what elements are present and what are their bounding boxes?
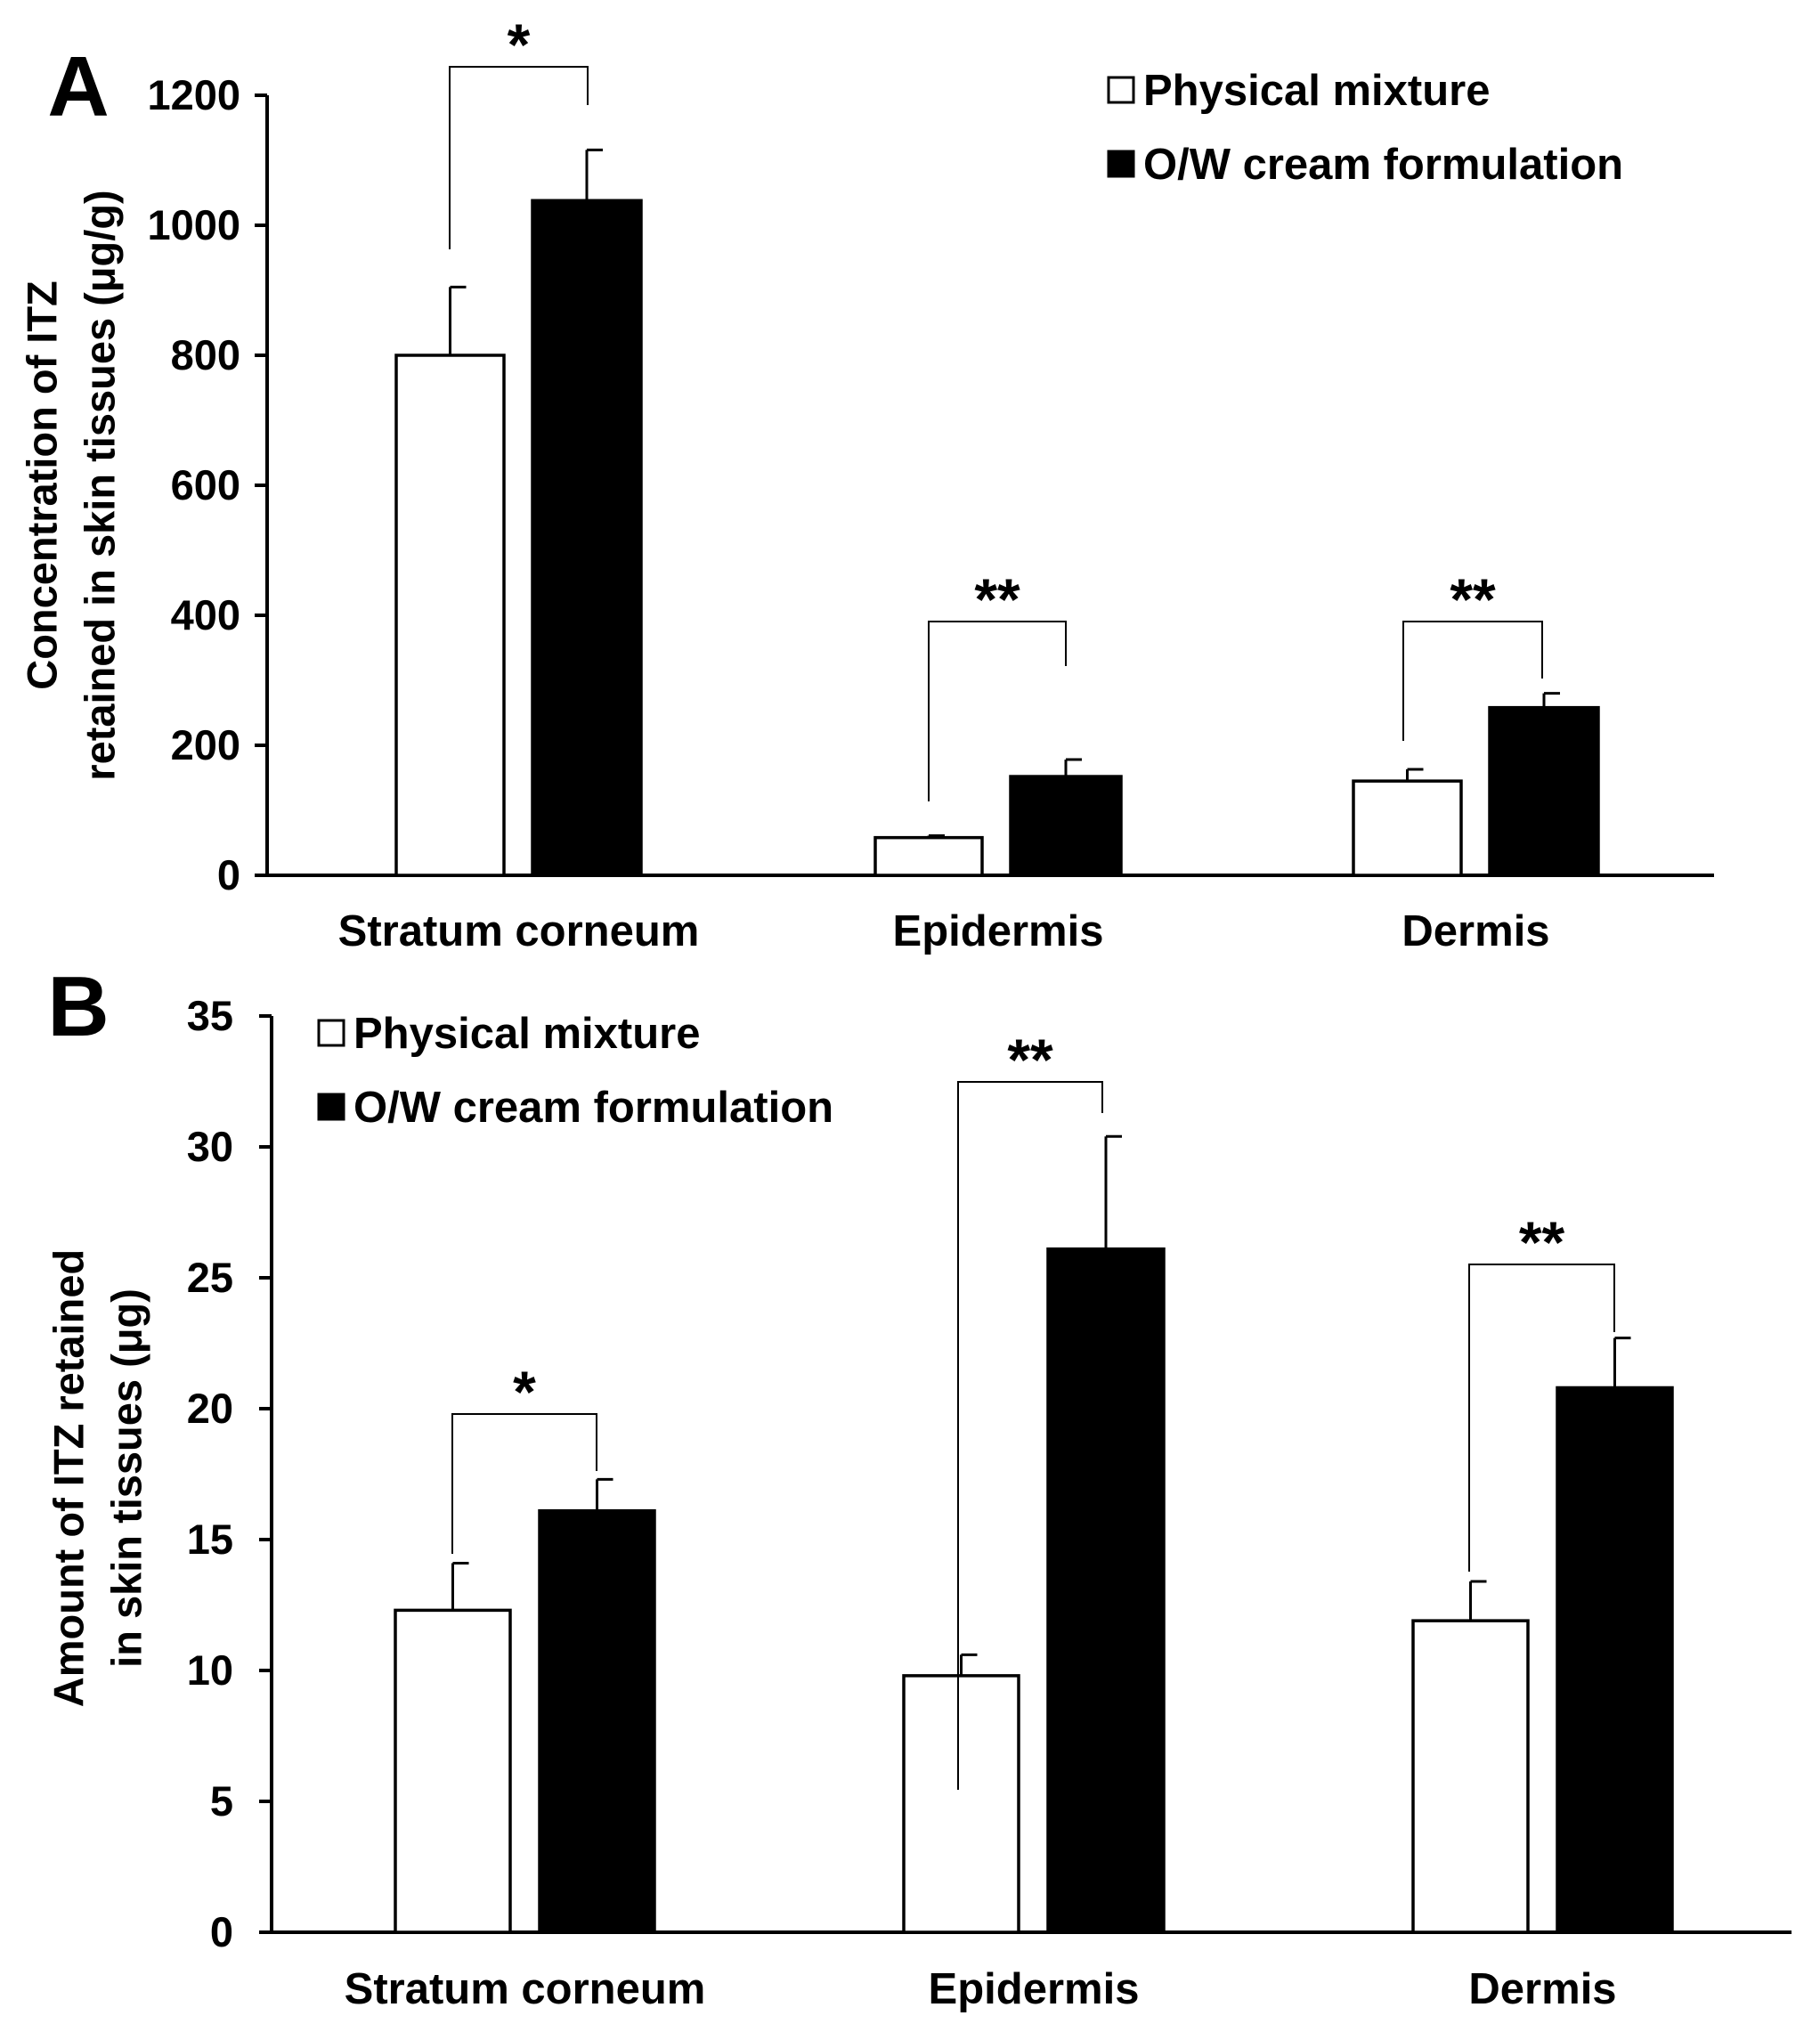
y-tick-label: 800 xyxy=(171,331,240,378)
y-tick-label: 400 xyxy=(171,591,240,638)
legend-label: Physical mixture xyxy=(1143,67,1490,115)
significance-bracket xyxy=(449,66,589,249)
significance-marker: ** xyxy=(1007,1027,1053,1093)
significance-bracket xyxy=(957,1081,1103,1790)
y-tick-label: 25 xyxy=(187,1254,233,1301)
panel-label: B xyxy=(47,959,109,1054)
y-tick-label: 1000 xyxy=(147,201,240,248)
x-category-label: Stratum corneum xyxy=(345,1965,706,2013)
bar-physical-mixture-stratum-corneum xyxy=(394,354,506,877)
legend-swatch-ow-cream xyxy=(1107,150,1135,178)
bar-physical-mixture-epidermis xyxy=(902,1674,1020,1934)
y-tick-label: 15 xyxy=(187,1516,233,1563)
significance-marker: ** xyxy=(1450,566,1496,632)
y-tick-label: 1200 xyxy=(147,71,240,118)
chart-panel-b: B 0 5 10 15 20 25 30 35 Amount of ITZ retained in … xyxy=(45,959,1792,2013)
bar-physical-mixture-stratum-corneum xyxy=(394,1608,512,1934)
panel-label: A xyxy=(47,39,109,134)
y-axis-title: Concentration of ITZ retained in skin tis… xyxy=(19,190,124,780)
significance-marker: * xyxy=(508,12,531,77)
bar-physical-mixture-epidermis xyxy=(873,835,984,877)
bar-ow-cream-epidermis xyxy=(1046,1247,1166,1934)
significance-marker: ** xyxy=(974,566,1020,632)
y-tick-label: 600 xyxy=(171,461,240,508)
y-tick-label: 0 xyxy=(210,1908,233,1955)
y-tick-label: 30 xyxy=(187,1123,233,1170)
y-axis-title-line: in skin tissues (μg) xyxy=(103,1288,150,1668)
chart-panel-a: A 0 200 400 600 800 1000 1200 Concentration of I… xyxy=(19,12,1714,955)
bar-ow-cream-epidermis xyxy=(1009,775,1123,877)
bar-ow-cream-stratum-corneum xyxy=(538,1508,656,1934)
bar-ow-cream-dermis xyxy=(1488,705,1600,877)
significance-bracket xyxy=(1468,1264,1615,1572)
y-tick-label: 35 xyxy=(187,992,233,1039)
y-tick-label: 0 xyxy=(217,851,240,898)
bar-physical-mixture-dermis xyxy=(1411,1619,1530,1934)
y-axis-title-line: Amount of ITZ retained xyxy=(45,1249,93,1707)
y-tick-label: 20 xyxy=(187,1385,233,1432)
significance-marker: ** xyxy=(1519,1209,1565,1275)
bar-physical-mixture-dermis xyxy=(1352,779,1463,877)
bar-ow-cream-dermis xyxy=(1556,1386,1674,1934)
legend: Physical mixture O/W cream formulation xyxy=(1107,67,1623,189)
legend: Physical mixture O/W cream formulation xyxy=(317,1010,833,1132)
significance-marker: * xyxy=(513,1359,536,1425)
legend-swatch-physical-mixture xyxy=(317,1019,345,1047)
x-category-label: Epidermis xyxy=(929,1965,1140,2013)
legend-swatch-physical-mixture xyxy=(1107,76,1135,104)
legend-swatch-ow-cream xyxy=(317,1093,345,1121)
y-axis-title-line: retained in skin tissues (μg/g) xyxy=(77,190,124,780)
y-axis-title: Amount of ITZ retained in skin tissues (μ… xyxy=(45,1249,150,1707)
y-tick-label: 5 xyxy=(210,1777,233,1825)
x-category-label: Epidermis xyxy=(893,907,1104,955)
significance-bracket xyxy=(928,621,1067,801)
legend-label: O/W cream formulation xyxy=(1143,141,1623,189)
bar-ow-cream-stratum-corneum xyxy=(531,199,643,877)
x-category-label: Dermis xyxy=(1468,1965,1616,2013)
x-category-label: Stratum corneum xyxy=(338,907,700,955)
significance-bracket xyxy=(1402,621,1543,741)
legend-label: Physical mixture xyxy=(353,1010,700,1058)
y-tick-label: 10 xyxy=(187,1646,233,1694)
significance-bracket xyxy=(451,1413,597,1554)
x-category-label: Dermis xyxy=(1402,907,1549,955)
y-axis-title-line: Concentration of ITZ xyxy=(19,280,66,690)
y-tick-label: 200 xyxy=(171,721,240,768)
legend-label: O/W cream formulation xyxy=(353,1084,833,1132)
